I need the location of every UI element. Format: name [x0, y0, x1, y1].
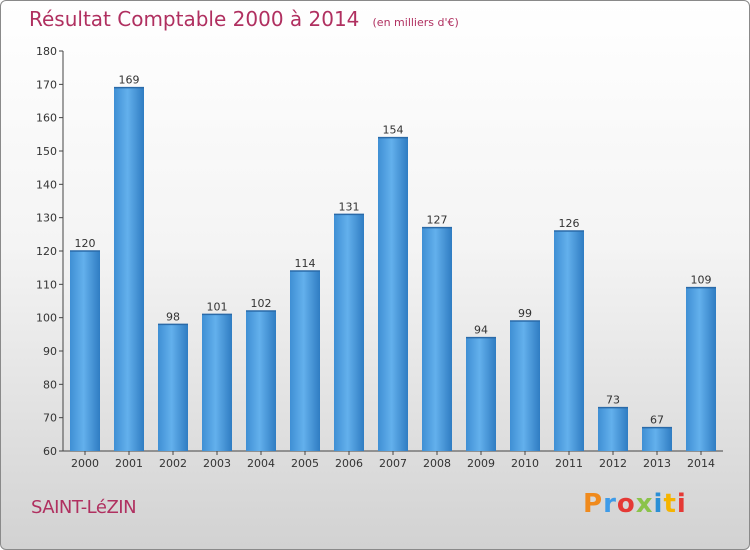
bar-2011 [554, 231, 584, 451]
x-tick-label-2006: 2006 [335, 457, 363, 470]
y-tick-label: 140 [36, 178, 57, 191]
value-label-2000: 120 [75, 237, 96, 250]
bar-2009 [466, 337, 496, 451]
y-tick-label: 180 [36, 45, 57, 58]
value-label-2012: 73 [606, 394, 620, 407]
y-tick-label: 150 [36, 145, 57, 158]
x-tick-label-2009: 2009 [467, 457, 495, 470]
value-label-2009: 94 [474, 324, 488, 337]
x-tick-label-2012: 2012 [599, 457, 627, 470]
value-label-2003: 101 [207, 300, 228, 313]
value-label-2005: 114 [295, 257, 316, 270]
value-label-2001: 169 [119, 74, 140, 87]
x-tick-label-2001: 2001 [115, 457, 143, 470]
value-label-2004: 102 [251, 297, 272, 310]
logo-letter: t [663, 489, 677, 519]
y-tick-label: 110 [36, 278, 57, 291]
x-tick-label-2014: 2014 [687, 457, 715, 470]
proxiti-logo: Proxiti [583, 489, 687, 519]
x-tick-label-2007: 2007 [379, 457, 407, 470]
y-tick-label: 60 [43, 445, 57, 458]
chart-title: Résultat Comptable 2000 à 2014 [29, 7, 360, 31]
city-name: SAINT-LéZIN [31, 497, 137, 518]
bar-2008 [422, 227, 452, 451]
x-tick-label-2004: 2004 [247, 457, 275, 470]
value-label-2002: 98 [166, 310, 180, 323]
x-tick-label-2000: 2000 [71, 457, 99, 470]
chart-value-labels: 120 169 98 101 102 114 131 154 127 94 99 126 73 67 109 [75, 74, 712, 427]
x-tick-label-2005: 2005 [291, 457, 319, 470]
value-label-2008: 127 [427, 214, 448, 227]
chart-title-block: Résultat Comptable 2000 à 2014 (en milli… [29, 7, 459, 31]
value-label-2013: 67 [650, 414, 664, 427]
logo-letter: o [616, 489, 636, 519]
y-tick-label: 120 [36, 245, 57, 258]
logo-letter: r [603, 489, 617, 519]
bar-2014 [686, 287, 716, 451]
y-tick-label: 130 [36, 212, 57, 225]
x-tick-label-2003: 2003 [203, 457, 231, 470]
bar-2006 [334, 214, 364, 451]
chart-x-ticks: 2000 2001 2002 2003 2004 2005 2006 2007 2008 2009… [71, 451, 715, 470]
bar-2001 [114, 87, 144, 452]
value-label-2014: 109 [691, 274, 712, 287]
bar-2012 [598, 407, 628, 451]
bar-2002 [158, 324, 188, 451]
chart-y-ticks: 60 70 80 90 100 110 120 130 140 150 160 170 180 [36, 45, 63, 458]
bar-2013 [642, 427, 672, 451]
value-label-2007: 154 [383, 124, 404, 137]
bar-2000 [70, 251, 100, 451]
value-label-2010: 99 [518, 307, 532, 320]
y-tick-label: 90 [43, 345, 57, 358]
bar-2010 [510, 321, 540, 451]
y-tick-label: 170 [36, 78, 57, 91]
logo-letter: i [653, 489, 664, 519]
bar-2003 [202, 314, 232, 451]
x-tick-label-2011: 2011 [555, 457, 583, 470]
bar-2004 [246, 311, 276, 451]
logo-letter: P [583, 489, 604, 519]
y-tick-label: 160 [36, 112, 57, 125]
y-tick-label: 80 [43, 378, 57, 391]
x-tick-label-2008: 2008 [423, 457, 451, 470]
bar-2005 [290, 271, 320, 451]
chart-bars [70, 86, 716, 452]
value-label-2006: 131 [339, 200, 360, 213]
y-tick-label: 70 [43, 412, 57, 425]
x-tick-label-2013: 2013 [643, 457, 671, 470]
x-tick-label-2010: 2010 [511, 457, 539, 470]
bar-2007 [378, 137, 408, 451]
logo-letter: x [635, 489, 654, 519]
x-tick-label-2002: 2002 [159, 457, 187, 470]
y-tick-label: 100 [36, 312, 57, 325]
chart-subtitle: (en milliers d'€) [372, 16, 459, 29]
logo-letter: i [676, 489, 687, 519]
value-label-2011: 126 [559, 217, 580, 230]
